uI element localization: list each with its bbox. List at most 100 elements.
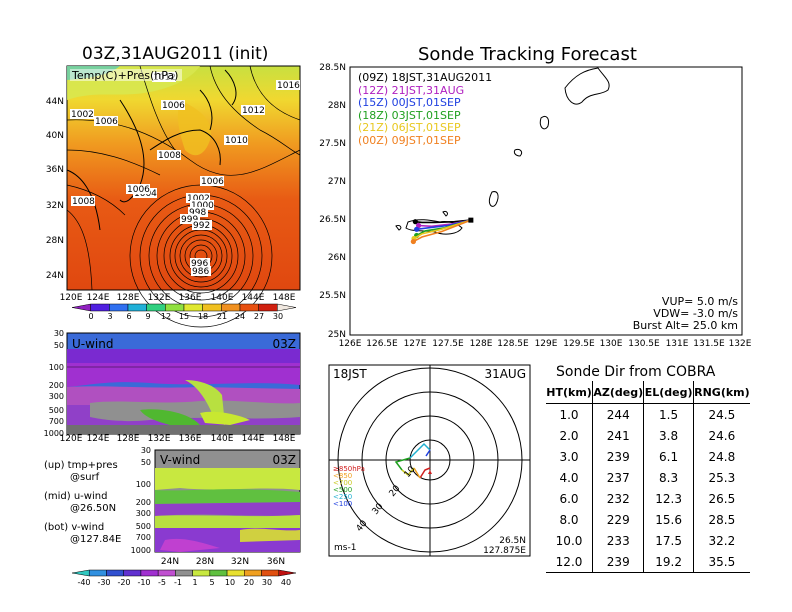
table-cell: 239: [592, 446, 645, 467]
polar-unit: ms-1: [334, 543, 356, 553]
table-cell: 12.3: [643, 488, 694, 509]
table-row: 12.0 239 19.2 35.5: [546, 551, 750, 573]
track-params: VUP= 5.0 m/s VDW= -3.0 m/s Burst Alt= 25…: [620, 296, 738, 332]
table-cell: 3.0: [546, 446, 594, 467]
pressure-tick: 50: [141, 458, 151, 467]
vwind-label: V-wind: [160, 453, 200, 467]
pressure-legend-entry: <850: [333, 472, 352, 480]
param-vdw: VDW= -3.0 m/s: [653, 307, 738, 320]
lon-tick: 131E: [666, 339, 689, 349]
track-line: [415, 219, 471, 224]
pressure-tick: 30: [141, 446, 151, 455]
pressure-label: 1006: [162, 101, 185, 111]
table-cell: 19.2: [643, 551, 694, 573]
temp-colorbar-tick: 18: [198, 312, 208, 321]
lon-tick: 140E: [211, 293, 234, 303]
init-title: 03Z,31AUG2011 (init): [82, 44, 269, 64]
lon-tick: 126.5E: [366, 339, 398, 349]
lon-tick: 129E: [535, 339, 558, 349]
lon-tick: 127E: [404, 339, 427, 349]
note-sub: @127.84E: [70, 534, 122, 545]
wind-colorbar-tick: 30: [262, 578, 272, 587]
wind-colorbar-tick: 10: [225, 578, 235, 587]
lon-tick: 132E: [148, 293, 171, 303]
lon-tick: 120E: [60, 293, 83, 303]
vwind-section: V-wind 03Z 30 50 100 200 300 500 700 100…: [71, 446, 301, 587]
pressure-tick: 100: [49, 363, 64, 372]
pressure-label: 996: [191, 259, 208, 269]
table-cell: 24.5: [692, 403, 750, 425]
track-title: Sonde Tracking Forecast: [418, 44, 637, 65]
note-head: (mid) u-wind: [44, 491, 108, 502]
temp-field-label: Temp(C)+Pres(hPa): [71, 69, 178, 82]
lat-tick: 25.5N: [319, 291, 346, 301]
legend-entry: (15Z) 00JST,01SEP: [358, 96, 461, 109]
table-cell: 8.0: [546, 509, 594, 530]
note-sub: @26.50N: [70, 503, 117, 514]
lat-tick: 28N: [328, 101, 346, 111]
track-legend: (09Z) 18JST,31AUG2011 (12Z) 21JST,31AUG …: [358, 71, 493, 147]
pressure-legend-entry: ≥850hPa: [333, 465, 365, 473]
pressure-legend-entry: <100: [333, 500, 352, 508]
wind-colorbar-tick: -30: [97, 578, 110, 587]
polar-lon: 127.875E: [483, 546, 526, 556]
temp-colorbar-tick: 24: [235, 312, 245, 321]
lon-tick: 132E: [729, 339, 752, 349]
cobra-title: Sonde Dir from COBRA: [556, 364, 716, 380]
lat-tick: 26N: [328, 253, 346, 263]
lon-tick: 127.5E: [432, 339, 464, 349]
note-sub: @surf: [70, 472, 100, 483]
temp-colorbar-tick: 12: [161, 312, 171, 321]
param-vup: VUP= 5.0 m/s: [661, 295, 738, 308]
table-cell: 12.0: [546, 551, 594, 573]
lon-tick: 129.5E: [563, 339, 595, 349]
pressure-tick: 200: [136, 498, 151, 507]
lat-tick: 28N: [196, 557, 214, 567]
pressure-tick: 300: [49, 392, 64, 401]
pressure-tick: 500: [136, 522, 151, 531]
pressure-legend-entry: <250: [333, 493, 352, 501]
table-cell: 241: [592, 425, 645, 446]
lon-tick: 140E: [211, 434, 234, 444]
pressure-label: 999: [181, 215, 198, 225]
table-cell: 244: [592, 403, 645, 425]
lat-tick: 24N: [46, 271, 64, 281]
pressure-label: 986: [192, 267, 209, 277]
table-cell: 32.2: [692, 530, 750, 551]
track-endpoint: [414, 226, 420, 232]
polar-lat: 26.5N: [499, 536, 526, 546]
lon-tick: 131.5E: [693, 339, 725, 349]
lon-tick: 144E: [242, 293, 265, 303]
pressure-tick: 500: [49, 406, 64, 415]
pressure-label: 1012: [242, 106, 265, 116]
table-cell: 24.6: [692, 425, 750, 446]
lon-tick: 130E: [600, 339, 623, 349]
legend-entry: (18Z) 03JST,01SEP: [358, 108, 461, 122]
pressure-label: 992: [193, 221, 210, 231]
pressure-label: 1002: [187, 194, 210, 204]
pressure-label: 1000: [191, 201, 214, 211]
lon-tick: 132E: [148, 434, 171, 444]
table-cell: 24.8: [692, 446, 750, 467]
polar-date: 31AUG: [484, 367, 526, 381]
legend-entry: (09Z) 18JST,31AUG2011: [358, 71, 493, 84]
lat-tick: 32N: [231, 557, 249, 567]
pressure-label: 1002: [71, 110, 94, 120]
lat-tick: 26.5N: [319, 215, 346, 225]
table-row: 6.0 232 12.3 26.5: [546, 488, 750, 509]
table-cell: 6.0: [546, 488, 594, 509]
table-cell: 26.5: [692, 488, 750, 509]
wind-colorbar-tick: -20: [117, 578, 130, 587]
table-cell: 25.3: [692, 467, 750, 488]
table-cell: 15.6: [643, 509, 694, 530]
panel-notes: (up) tmp+pres @surf (mid) u-wind @26.50N…: [44, 460, 121, 546]
lon-tick: 144E: [242, 434, 265, 444]
lat-tick: 27.5N: [319, 139, 346, 149]
colorbar-segment: [278, 569, 297, 577]
pressure-tick: 700: [136, 533, 151, 542]
track-endpoint: [410, 238, 416, 245]
wind-colorbar-tick: -5: [158, 578, 166, 587]
lon-tick: 128E: [117, 434, 140, 444]
lat-tick: 44N: [46, 97, 64, 107]
pressure-legend-entry: <500: [333, 486, 352, 494]
